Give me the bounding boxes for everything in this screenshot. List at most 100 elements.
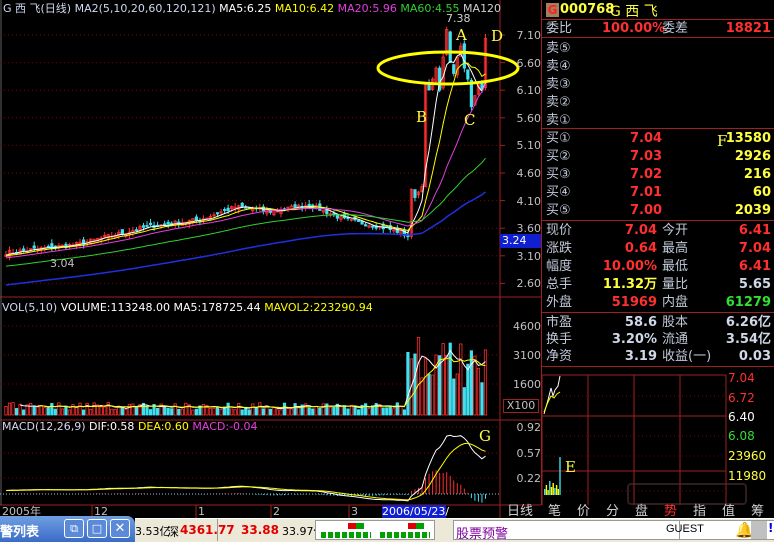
macd-label: MACD(12,26,9) — [2, 420, 86, 433]
ma60-line — [5, 157, 486, 267]
candle-body — [81, 239, 86, 245]
candle-body — [399, 230, 403, 234]
weicha-label: 委差 — [662, 21, 689, 36]
volume-bar — [321, 403, 325, 416]
ma5-value: MA5:6.25 — [219, 2, 272, 15]
volume-bar — [141, 402, 146, 416]
buy-row[interactable]: 买② 7.03 2926 — [542, 148, 774, 166]
buy-row[interactable]: 买⑤ 7.00 2039 — [542, 202, 774, 220]
fund-label-2: 收益(一) — [662, 349, 712, 364]
candle-body — [289, 205, 294, 208]
volume-bar — [89, 408, 93, 416]
dea-line — [6, 442, 486, 501]
candle-body — [364, 224, 368, 227]
restore-button[interactable]: ⧉ — [64, 519, 84, 538]
buy-label: 买① — [546, 131, 571, 146]
volume-bar — [339, 405, 343, 416]
alert-field[interactable]: 股票预警 — [453, 520, 774, 542]
right-tab[interactable]: 指 — [693, 504, 707, 519]
buy-row[interactable]: 买① 7.04 13580 — [542, 130, 774, 148]
kline-chart[interactable] — [0, 0, 541, 518]
volume-bar — [110, 408, 114, 416]
vol-axis-4600: 4600 — [513, 320, 541, 333]
tab-daily[interactable]: 日线 — [507, 504, 534, 519]
intraday-volume-bar — [547, 490, 549, 495]
alert-text: 股票预警 — [456, 527, 509, 542]
candle-body — [120, 229, 124, 235]
candle-body — [438, 67, 442, 91]
right-tab[interactable]: 价 — [577, 504, 591, 519]
buy-volume: 13580 — [725, 131, 771, 146]
volume-bar — [113, 409, 117, 416]
volume-ma5: MA5:178725.44 — [173, 301, 261, 314]
price-axis-label: 5.10 — [516, 139, 542, 153]
fund-row: 换手 3.20% 流通 3.54亿 — [542, 331, 774, 349]
buy-row[interactable]: 买④ 7.01 60 — [542, 184, 774, 202]
stat-label-2: 量比 — [662, 277, 689, 292]
volume-bar — [145, 406, 149, 416]
buy-row[interactable]: 买③ 7.02 216 — [542, 166, 774, 184]
right-tab[interactable]: 盘 — [635, 504, 649, 519]
buy-volume: 2926 — [734, 149, 771, 164]
stat-label-2: 最高 — [662, 241, 689, 256]
fund-value-2: 0.03 — [738, 349, 771, 364]
maximize-button[interactable]: □ — [87, 519, 107, 538]
volume-bar — [462, 387, 466, 416]
alert-list-window[interactable]: 警列表 ⧉ □ ✕ — [0, 516, 135, 542]
ma10-value: MA10:6.42 — [274, 2, 335, 15]
candle-body — [434, 67, 438, 82]
right-tab[interactable]: 分 — [606, 504, 620, 519]
right-tab[interactable]: 势 — [664, 504, 678, 519]
sell-label: 卖⑤ — [546, 41, 571, 56]
right-tab[interactable]: 值 — [722, 504, 736, 519]
stat-value: 51969 — [611, 295, 657, 310]
intraday-volume-bar — [550, 487, 553, 495]
intraday-volume-bar — [559, 457, 561, 495]
volume-bar — [392, 408, 396, 416]
volume-bar — [120, 407, 124, 416]
macd-dea: DEA:0.60 — [137, 420, 189, 433]
candle-body — [141, 225, 146, 228]
volume-bar — [395, 402, 399, 416]
volume-bar — [293, 403, 297, 416]
buy-volume: 216 — [743, 167, 771, 182]
volume-bar — [251, 403, 255, 416]
volume-bar — [364, 403, 368, 416]
fund-label-2: 流通 — [662, 332, 689, 347]
close-button[interactable]: ✕ — [110, 519, 130, 538]
volume-bar — [452, 378, 456, 416]
fund-value: 58.6 — [624, 315, 657, 330]
volume-bar — [71, 404, 75, 416]
sell-row: 卖② — [542, 94, 774, 112]
volume-bar — [92, 402, 96, 416]
bell-icon[interactable]: 🔔 — [735, 521, 754, 539]
candle-body — [483, 37, 488, 89]
intraday-chart[interactable] — [542, 366, 774, 505]
intraday-axis-23960: 23960 — [728, 449, 767, 463]
stat-label-2: 今开 — [662, 223, 689, 238]
volume-bar — [254, 406, 258, 416]
volume-bar — [205, 405, 209, 416]
candle-body — [356, 220, 361, 222]
sell-row: 卖③ — [542, 76, 774, 94]
volume-bar — [261, 408, 265, 416]
info-icon[interactable]: ! — [768, 521, 774, 535]
right-tab[interactable]: 筹 — [751, 504, 765, 519]
status-box — [751, 521, 767, 539]
candle-body — [240, 202, 244, 208]
candle-body — [349, 218, 354, 221]
fund-row: 市盈 58.6 股本 6.26亿 — [542, 314, 774, 332]
sell-row: 卖④ — [542, 58, 774, 76]
macd-value: MACD:-0.04 — [192, 420, 258, 433]
volume-bar — [374, 403, 378, 416]
volume-bar — [50, 403, 54, 416]
right-tab[interactable]: 笔 — [548, 504, 562, 519]
volume-bar — [180, 408, 184, 416]
volume-bar — [177, 408, 181, 416]
volume-bar — [349, 404, 354, 416]
macd-header: MACD(12,26,9) DIF:0.58 DEA:0.60 MACD:-0.… — [2, 421, 258, 433]
candle-body — [371, 225, 375, 228]
cursor-date: 2006/05/23/二 — [382, 505, 450, 531]
volume-bar — [11, 402, 15, 416]
ma60-value: MA60:4.55 — [400, 2, 460, 15]
